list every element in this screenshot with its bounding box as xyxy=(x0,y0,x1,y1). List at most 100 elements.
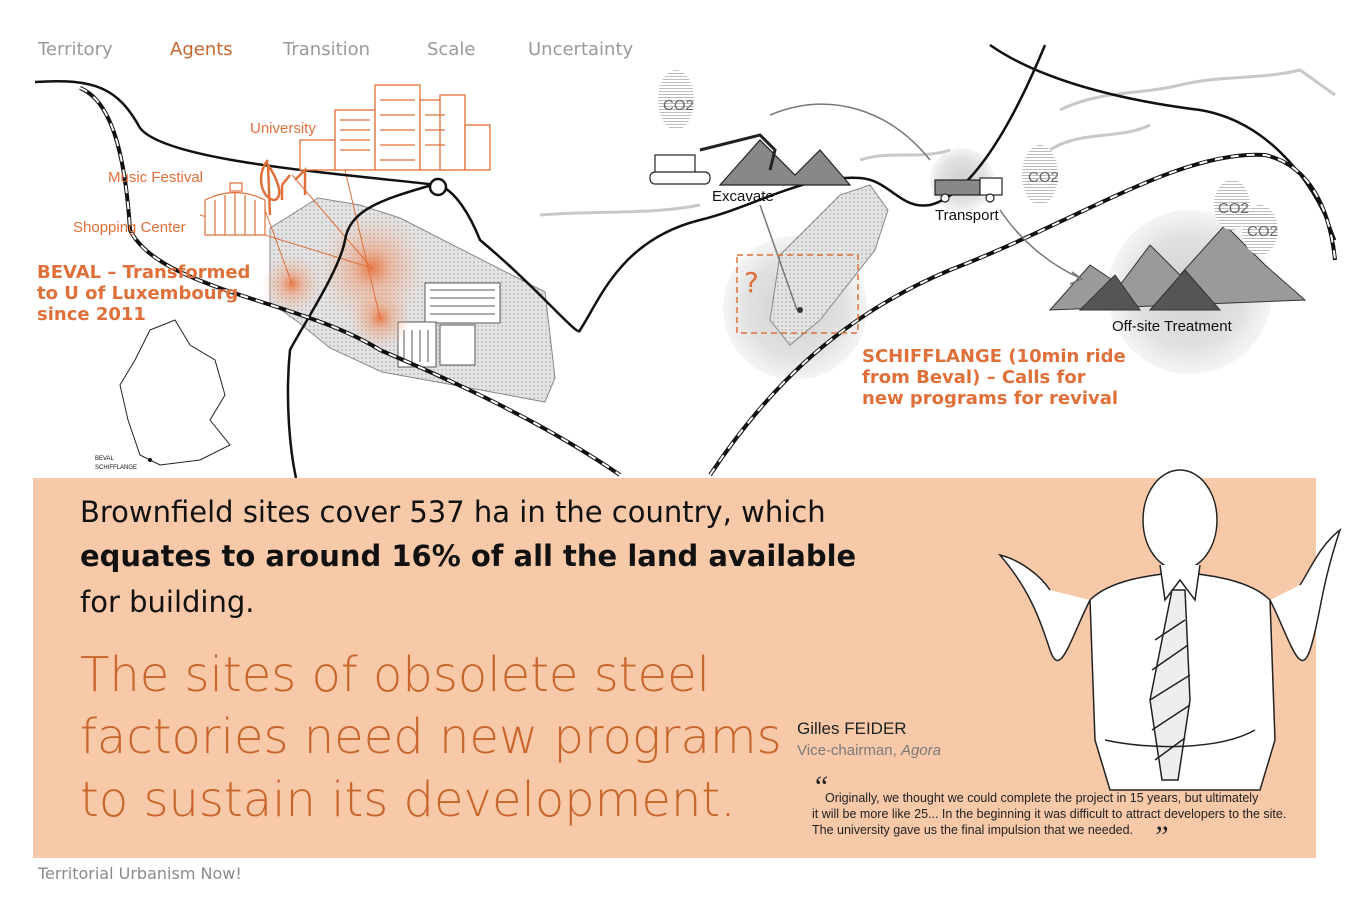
quote-line: Originally, we thought we could complete… xyxy=(825,791,1259,805)
mini-marker xyxy=(148,458,152,462)
truck-part xyxy=(979,177,1003,196)
schifflange-label: SCHIFFLANGE (10min ride xyxy=(862,346,1126,367)
music-note-part xyxy=(259,159,281,216)
schifflange-label: new programs for revival xyxy=(862,388,1118,409)
roads-part xyxy=(34,44,1047,333)
university-buildings-part xyxy=(340,99,445,161)
co2-cloud-part xyxy=(1214,180,1250,230)
river-part xyxy=(1049,123,1151,152)
beval-label: to U of Luxembourg xyxy=(37,283,238,304)
headline-line: to sustain its development. xyxy=(80,772,735,828)
map-label: Off-site Treatment xyxy=(1112,318,1233,335)
person-illustration-part xyxy=(1149,619,1191,761)
person-illustration-part xyxy=(1269,527,1342,662)
mini-map-label: BEVAL xyxy=(95,456,115,462)
co2-cloud-part xyxy=(658,70,694,130)
site-buildings-part xyxy=(403,289,495,362)
nav-tab[interactable]: Uncertainty xyxy=(528,39,634,60)
process-arrows-part xyxy=(769,103,931,161)
footer: Territorial Urbanism Now! xyxy=(37,864,242,883)
roundabout xyxy=(428,177,448,197)
person-role: Vice-chairman, Agora xyxy=(797,742,941,759)
quote-line: it will be more like 25... In the beginn… xyxy=(812,807,1286,821)
shopping-building-part xyxy=(229,182,243,192)
truck-part xyxy=(985,193,995,203)
river xyxy=(539,68,1336,217)
university-buildings-part xyxy=(464,124,491,171)
river-part xyxy=(539,148,951,217)
quote-mark: ” xyxy=(1152,820,1169,853)
focus-box xyxy=(736,254,859,334)
excavator-part xyxy=(649,171,711,185)
statement-line: equates to around 16% of all the land av… xyxy=(80,539,856,573)
process-arrows-part xyxy=(1069,271,1084,285)
organization: Agora xyxy=(900,742,941,759)
nav-tab[interactable]: Transition xyxy=(282,39,370,60)
statement-line: Brownfield sites cover 537 ha in the cou… xyxy=(80,495,826,529)
river-part xyxy=(1059,68,1336,112)
site-buildings-part xyxy=(424,282,501,324)
luxembourg-outline xyxy=(119,319,231,466)
roads-part xyxy=(286,183,433,479)
co2-cloud xyxy=(658,70,1278,255)
mountains-part xyxy=(1078,269,1222,311)
person-illustration xyxy=(997,469,1342,791)
university-buildings xyxy=(299,84,491,171)
excavator-part xyxy=(718,139,852,186)
railway-part xyxy=(709,153,1336,476)
shopping-building xyxy=(204,182,266,236)
map-label: Shopping Center xyxy=(73,219,186,236)
truck-part xyxy=(934,179,981,196)
map-label: Transport xyxy=(935,207,999,224)
excavator xyxy=(649,133,852,186)
person-name: Gilles FEIDER xyxy=(797,719,907,738)
person-illustration-part xyxy=(1159,564,1201,602)
shopping-building-part xyxy=(214,193,256,235)
university-buildings-part xyxy=(299,139,336,171)
map-label: University xyxy=(250,120,316,137)
headline-line: factories need new programs xyxy=(80,709,782,765)
co2-cloud-part xyxy=(1242,205,1278,255)
map-label: Excavate xyxy=(712,188,774,205)
quote-line: The university gave us the final impulsi… xyxy=(812,823,1133,837)
map: University Music Festival Shopping Cente… xyxy=(34,43,1337,479)
schifflange-site xyxy=(769,184,889,346)
map-label: Music Festival xyxy=(108,169,203,186)
railway-part xyxy=(79,86,622,477)
railway xyxy=(79,86,1337,477)
co2-label: CO2 xyxy=(663,97,694,114)
beval-label: since 2011 xyxy=(37,304,146,325)
person-illustration-part xyxy=(997,553,1091,662)
role: Vice-chairman, xyxy=(797,742,901,759)
process-arrows-part xyxy=(999,209,1081,279)
beval-label: BEVAL – Transformed xyxy=(37,262,250,283)
co2-label: CO2 xyxy=(1218,200,1249,217)
excavator-part xyxy=(654,154,696,174)
music-note-part xyxy=(280,166,307,200)
co2-label: CO2 xyxy=(1028,169,1059,186)
process-arrows-part xyxy=(759,204,798,311)
university-buildings-part xyxy=(374,84,421,171)
truck xyxy=(934,177,1003,203)
site-marker xyxy=(797,307,803,313)
music-note xyxy=(259,159,307,216)
excavator-part xyxy=(699,133,777,171)
statement-line: for building. xyxy=(80,585,254,619)
person-illustration-part xyxy=(1142,469,1218,571)
nav-tab[interactable]: Agents xyxy=(170,39,233,60)
truck-part xyxy=(940,193,950,203)
mountains xyxy=(1048,224,1307,311)
nav-bar: Territory Agents Transition Scale Uncert… xyxy=(37,39,634,60)
university-buildings-part xyxy=(439,94,466,171)
mini-map-label: SCHIFFLANGE xyxy=(95,465,137,471)
headline-line: The sites of obsolete steel xyxy=(80,647,710,703)
person-illustration-part xyxy=(1104,729,1256,748)
co2-label: CO2 xyxy=(1247,223,1278,240)
co2-cloud-part xyxy=(1022,145,1058,205)
nav-tab[interactable]: Territory xyxy=(37,39,113,60)
activity-glow-part xyxy=(199,169,381,319)
nav-tab[interactable]: Scale xyxy=(427,39,475,60)
site-buildings-part xyxy=(439,324,476,366)
schifflange-label: from Beval) – Calls for xyxy=(862,367,1086,388)
